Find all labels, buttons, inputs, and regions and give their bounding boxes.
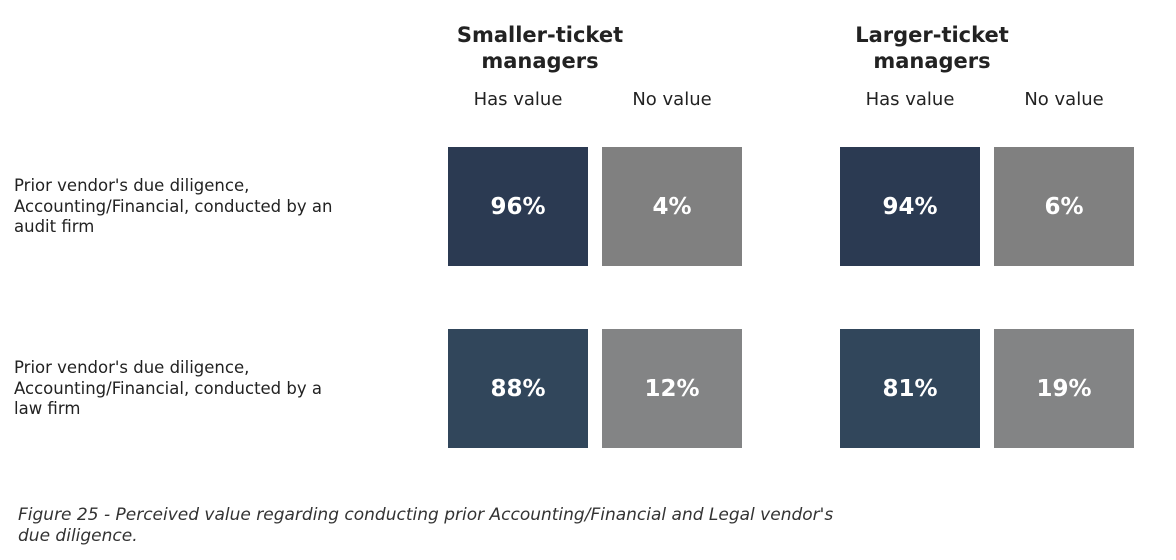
figure-caption: Figure 25 - Perceived value regarding co…: [18, 505, 834, 546]
column-label-has-value: Has value: [865, 89, 955, 110]
heatmap-cell-no-value: 12%: [602, 329, 742, 448]
heatmap-cell-has-value: 94%: [840, 147, 980, 266]
row-label-audit-firm: Prior vendor's due diligence, Accounting…: [14, 176, 333, 236]
heatmap-cell-no-value: 19%: [994, 329, 1134, 448]
heatmap-cell-no-value: 4%: [602, 147, 742, 266]
column-label-has-value: Has value: [473, 89, 563, 110]
group-title-smaller-ticket: Smaller-ticket managers: [456, 23, 624, 73]
row-label-law-firm: Prior vendor's due diligence, Accounting…: [14, 358, 322, 418]
column-label-no-value: No value: [1024, 89, 1104, 110]
heatmap-cell-has-value: 88%: [448, 329, 588, 448]
heatmap-cell-no-value: 6%: [994, 147, 1134, 266]
heatmap-cell-has-value: 81%: [840, 329, 980, 448]
group-title-larger-ticket: Larger-ticket managers: [855, 23, 1009, 73]
heatmap-cell-has-value: 96%: [448, 147, 588, 266]
column-label-no-value: No value: [632, 89, 712, 110]
